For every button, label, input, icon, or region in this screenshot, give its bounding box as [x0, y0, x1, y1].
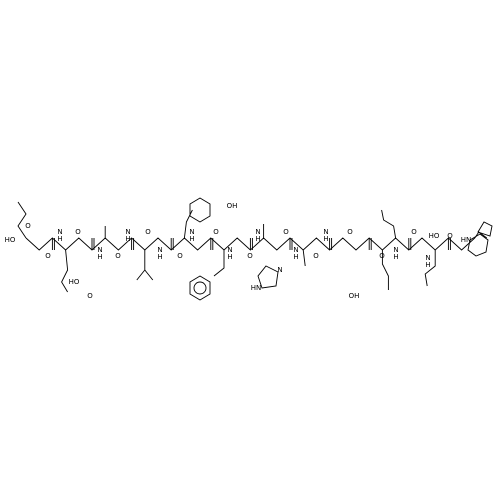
- atom-label: O: [45, 252, 51, 260]
- atom-label: O: [313, 252, 319, 260]
- atom-label: OH: [227, 202, 238, 210]
- bond: [213, 250, 225, 277]
- atom-label: N: [57, 228, 62, 236]
- atom-label: O: [213, 228, 219, 236]
- ring: [257, 265, 279, 289]
- atom-label: H: [393, 253, 398, 261]
- atom-label: N: [293, 246, 298, 254]
- ring: [189, 197, 211, 223]
- atom-label: O: [411, 228, 417, 236]
- atom-label: O: [177, 252, 183, 260]
- atom-label: N: [425, 254, 430, 262]
- ring: [477, 221, 493, 237]
- bond: [136, 250, 146, 281]
- atom-label: N: [277, 266, 282, 274]
- atom-label: O: [25, 222, 31, 230]
- atom-label: O: [145, 228, 151, 236]
- bond: [302, 249, 306, 267]
- atom-label: H: [189, 235, 194, 243]
- atom-label: O: [447, 232, 453, 240]
- atom-label: O: [347, 228, 353, 236]
- atom-label: N: [157, 246, 162, 254]
- atom-label: HO: [5, 236, 16, 244]
- atom-label: H: [227, 253, 232, 261]
- atom-label: H: [125, 235, 130, 243]
- bond: [381, 250, 389, 290]
- atom-label: H: [157, 253, 162, 261]
- atom-label: O: [247, 252, 253, 260]
- atom-label: H: [323, 235, 328, 243]
- atom-label: HN: [461, 236, 472, 244]
- bond: [424, 250, 436, 287]
- atom-label: N: [125, 228, 130, 236]
- atom-label: HO: [429, 232, 440, 240]
- ring: [189, 275, 211, 301]
- atom-label: O: [283, 228, 289, 236]
- atom-label: N: [255, 228, 260, 236]
- atom-label: H: [97, 253, 102, 261]
- bond: [144, 269, 154, 281]
- atom-label: N: [227, 246, 232, 254]
- atom-label: O: [87, 292, 93, 300]
- ring: [467, 233, 489, 257]
- ring: [193, 281, 207, 295]
- bonds: [17, 197, 493, 301]
- atom-label: HO: [69, 278, 80, 286]
- atom-label: H: [293, 253, 298, 261]
- atom-label: HN: [251, 284, 262, 292]
- atom-label: O: [379, 252, 385, 260]
- bond: [381, 209, 397, 239]
- atom-label: H: [425, 261, 430, 269]
- bond: [17, 201, 27, 239]
- atom-label: O: [115, 252, 121, 260]
- atom-label: O: [75, 228, 81, 236]
- atom-label: N: [323, 228, 328, 236]
- atom-label: H: [255, 235, 260, 243]
- atom-label: N: [97, 246, 102, 254]
- atom-label: OH: [349, 292, 360, 300]
- atom-label: N: [393, 246, 398, 254]
- atom-label: H: [57, 235, 62, 243]
- bond: [61, 249, 69, 293]
- atom-label: N: [189, 228, 194, 236]
